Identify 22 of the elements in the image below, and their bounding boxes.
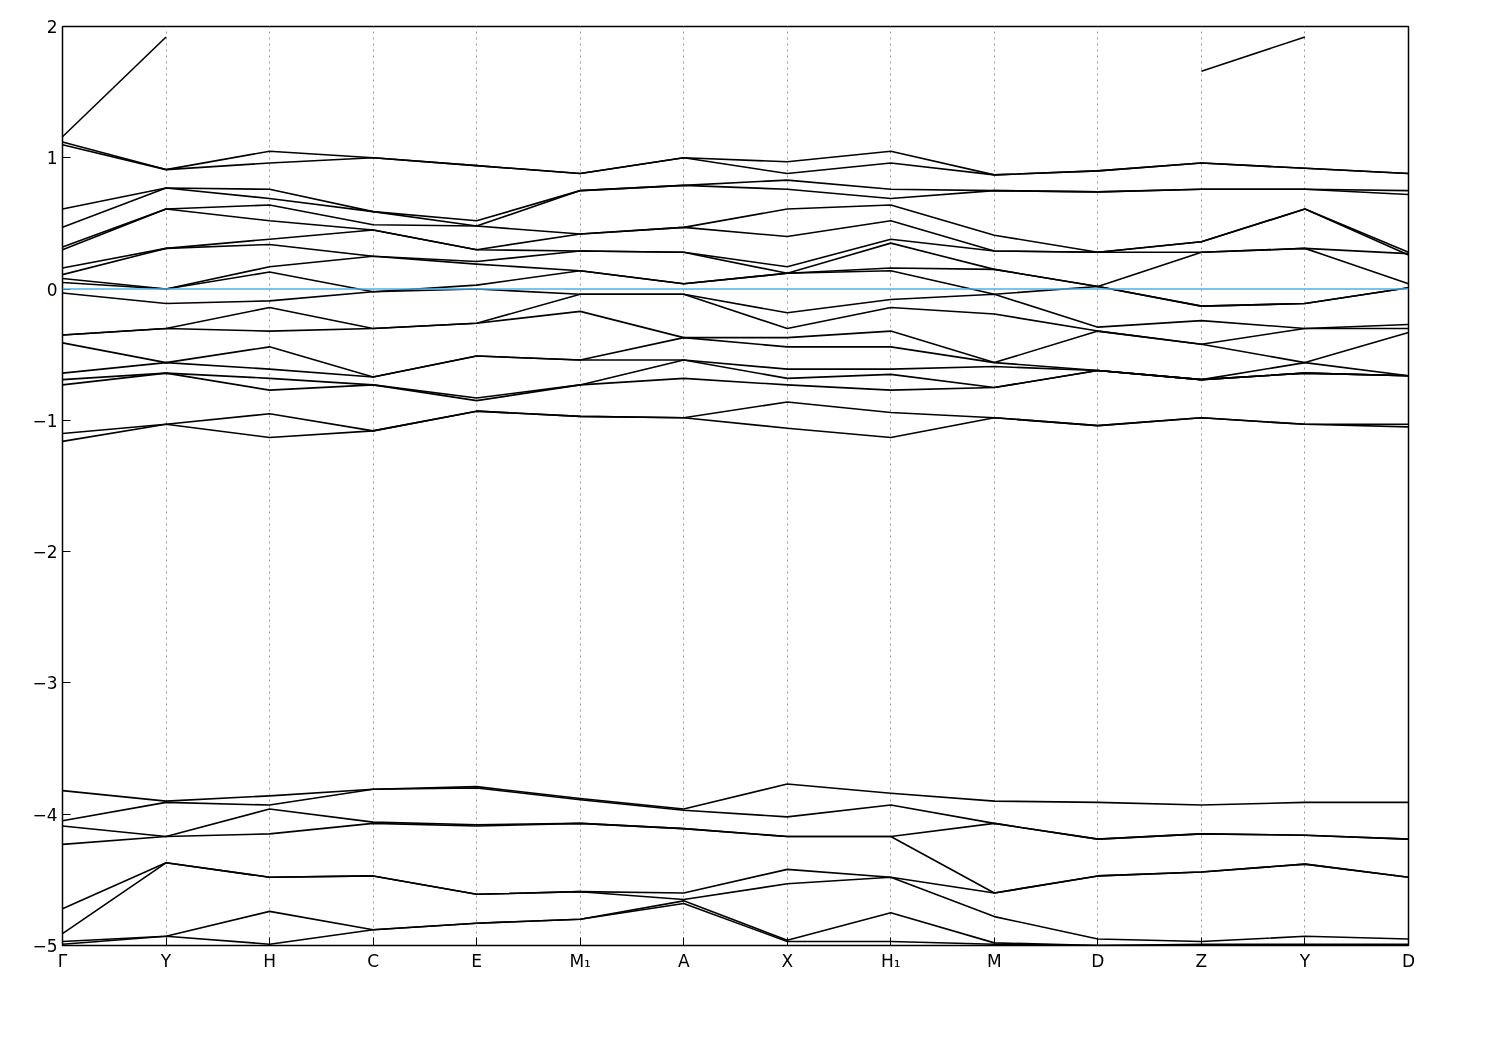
x-tick-label: X: [781, 950, 794, 971]
x-tick-label: C: [367, 950, 380, 971]
x-tick-label: H: [263, 950, 276, 971]
x-tick-label: Y: [1298, 950, 1311, 971]
x-tick-label: E: [471, 950, 483, 971]
y-tick-label: −1: [32, 410, 58, 431]
x-tick-label: D: [1091, 950, 1105, 971]
y-tick-label: 0: [46, 279, 58, 300]
y-tick-label: 1: [46, 148, 58, 169]
y-tick-label: −3: [32, 673, 58, 694]
x-tick-label: M: [987, 950, 1002, 971]
x-tick-label: Y: [159, 950, 172, 971]
x-tick-label: Z: [1195, 950, 1208, 971]
x-tick-label: Γ: [57, 950, 68, 971]
y-tick-label: −5: [32, 936, 58, 956]
x-tick-label: M₁: [569, 950, 591, 971]
y-tick-label: −2: [32, 542, 58, 563]
y-tick-label: −4: [32, 804, 58, 825]
y-tick-label: 2: [46, 17, 58, 37]
x-tick-label: A: [677, 950, 690, 971]
x-tick-label: H₁: [881, 950, 901, 971]
x-tick-label: D: [1401, 950, 1416, 971]
